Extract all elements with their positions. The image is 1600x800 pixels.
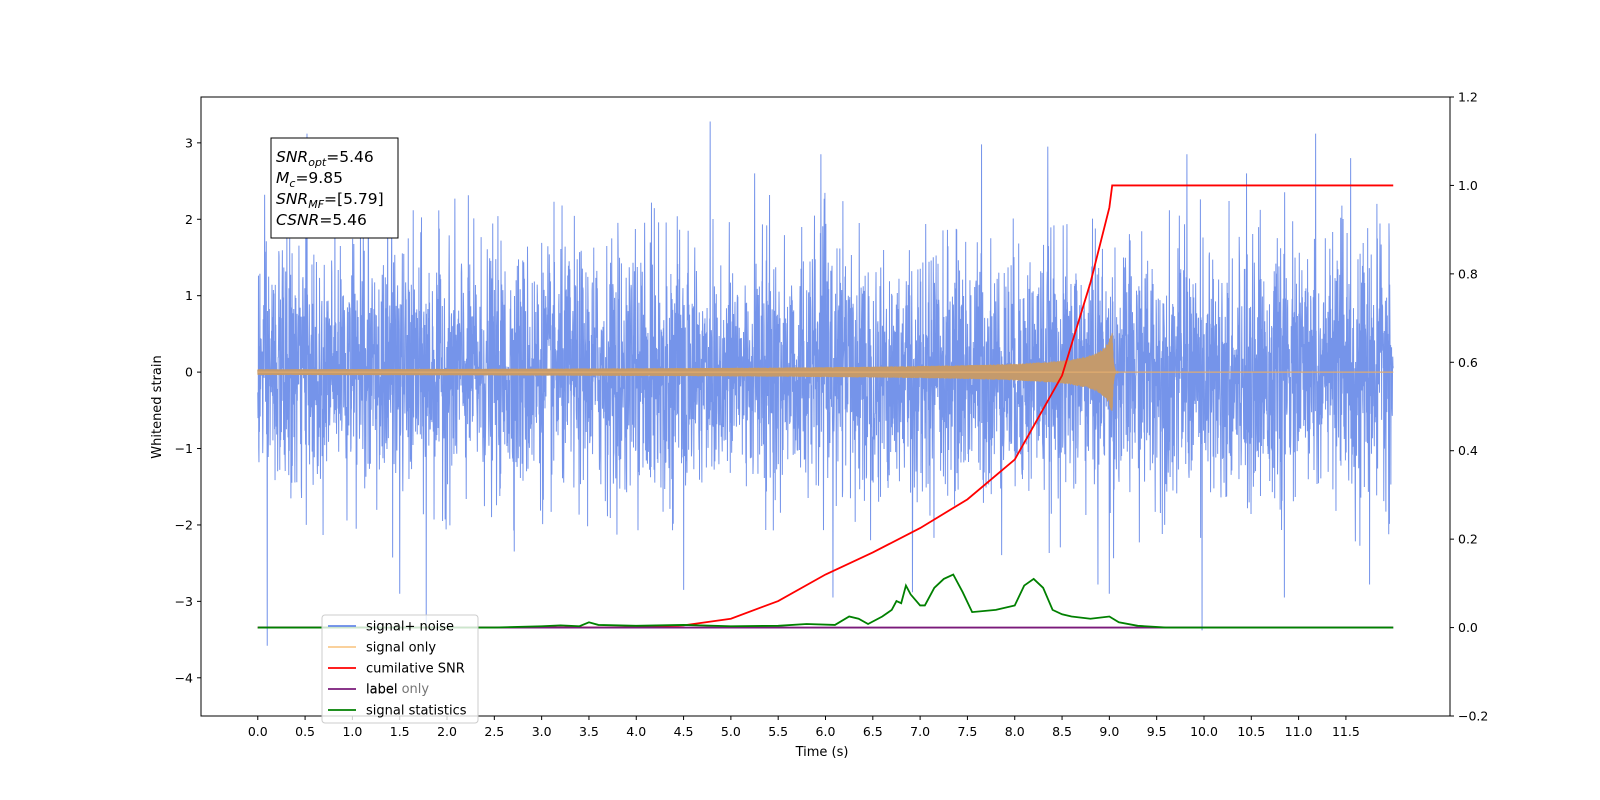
y-tick-label-left: −3	[175, 594, 193, 609]
x-tick-label: 3.0	[532, 724, 552, 739]
x-tick-label: 7.5	[957, 724, 977, 739]
x-axis: 0.0 0.5 1.0 1.5 2.0 2.5 3.0 3.5 4.0 4.5 5.0 5.5 6.0 6…	[248, 716, 1360, 739]
x-tick-label: 3.5	[579, 724, 599, 739]
y-tick-label-left: 0	[185, 365, 193, 380]
legend-frame	[321, 614, 479, 724]
annotation-line: CSNR=5.46	[276, 211, 367, 229]
y-tick-label-right: 0.8	[1458, 266, 1478, 281]
y-tick-label-right: 0.4	[1458, 443, 1478, 458]
annotation-line: Mc=9.85	[276, 169, 343, 190]
x-tick-label: 9.0	[1099, 724, 1119, 739]
legend-label: signal statistics	[366, 704, 467, 719]
legend-label-ghost: label only	[366, 682, 429, 697]
annotation-line: SNRMF=[5.79]	[276, 190, 384, 211]
x-tick-label: 4.5	[674, 724, 694, 739]
plot-area	[257, 121, 1394, 646]
y-tick-label-right: 0.2	[1458, 532, 1478, 547]
y-axis-right: −0.2 0.0 0.2 0.4 0.6 0.8 1.0 1.2	[1450, 90, 1488, 724]
legend-label: cumilative SNR	[366, 662, 465, 677]
y-tick-label-left: −1	[175, 441, 193, 456]
x-tick-label: 2.5	[484, 724, 504, 739]
legend-item-signal-plus-noise: signal+ noise	[328, 620, 454, 635]
series-cumulative-snr	[257, 184, 1394, 629]
y-tick-label-right: 0.0	[1458, 620, 1478, 635]
y-axis-label: Whitened strain	[150, 355, 165, 458]
x-tick-label: 10.5	[1237, 724, 1265, 739]
x-tick-label: 4.0	[626, 724, 646, 739]
legend-item-label: label	[328, 683, 397, 698]
y-axis-left: −4 −3 −2 −1 0 1 2 3	[175, 135, 201, 685]
x-tick-label: 6.0	[816, 724, 836, 739]
legend-label: signal+ noise	[366, 620, 454, 635]
legend-item-signal-statistics: signal statistics	[328, 704, 467, 719]
y-tick-label-right: 1.0	[1458, 178, 1478, 193]
series-signal-statistics	[257, 573, 1394, 629]
x-tick-label: 10.0	[1190, 724, 1218, 739]
x-tick-label: 6.5	[863, 724, 883, 739]
y-tick-label-left: 1	[185, 288, 193, 303]
x-axis-label: Time (s)	[795, 745, 849, 760]
legend-item-signal-only: signal only	[328, 641, 436, 656]
y-tick-label-left: −2	[175, 517, 193, 532]
x-tick-label: 5.0	[721, 724, 741, 739]
x-tick-label: 5.5	[768, 724, 788, 739]
x-tick-label: 8.0	[1005, 724, 1025, 739]
y-tick-label-left: 3	[185, 135, 193, 150]
x-tick-label: 1.5	[390, 724, 410, 739]
x-tick-label: 11.0	[1285, 724, 1313, 739]
x-tick-label: 11.5	[1332, 724, 1360, 739]
x-tick-label: 7.0	[910, 724, 930, 739]
y-tick-label-left: −4	[175, 670, 193, 685]
x-tick-label: 9.5	[1147, 724, 1167, 739]
y-tick-label-right: 1.2	[1458, 90, 1478, 105]
legend-label: label	[366, 683, 397, 698]
legend-label: signal only	[366, 641, 436, 656]
x-tick-label: 0.5	[295, 724, 315, 739]
legend: signal+ noise signal only cumilative SNR la…	[321, 614, 479, 724]
y-tick-label-right: −0.2	[1458, 709, 1488, 724]
annotation-frame	[270, 137, 399, 239]
x-tick-label: 1.0	[342, 724, 362, 739]
legend-item-cumulative-snr: cumilative SNR	[328, 662, 465, 677]
x-tick-label: 2.0	[437, 724, 457, 739]
y-tick-label-left: 2	[185, 212, 193, 227]
x-tick-label: 8.5	[1052, 724, 1072, 739]
y-tick-label-right: 0.6	[1458, 355, 1478, 370]
x-tick-label: 0.0	[248, 724, 268, 739]
annotation-line: SNRopt=5.46	[276, 148, 374, 169]
